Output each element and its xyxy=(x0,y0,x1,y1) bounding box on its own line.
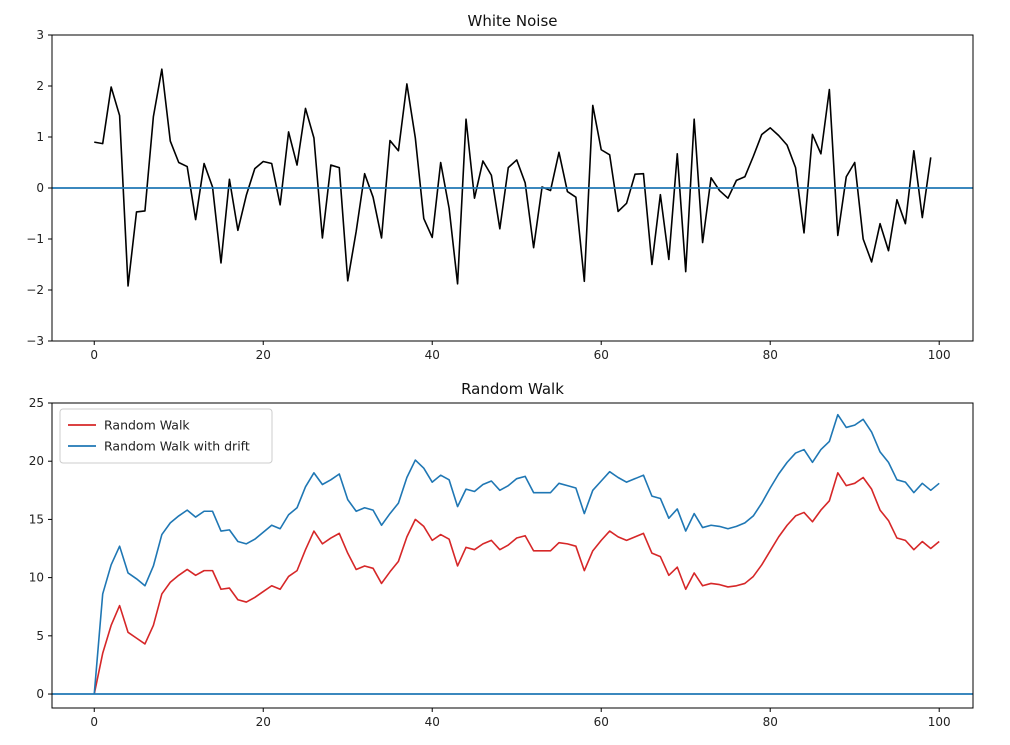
x-tick-label: 80 xyxy=(763,348,778,362)
x-tick-label: 60 xyxy=(594,715,609,729)
y-tick-label: 0 xyxy=(36,687,44,701)
y-tick-label: 3 xyxy=(36,28,44,42)
x-tick-label: 100 xyxy=(928,348,951,362)
y-tick-label: 10 xyxy=(29,571,44,585)
x-tick-label: 80 xyxy=(763,715,778,729)
x-tick-label: 0 xyxy=(90,715,98,729)
y-tick-label: 15 xyxy=(29,512,44,526)
legend: Random Walk Random Walk with drift xyxy=(59,408,273,464)
series-line-random-walk-with-drift xyxy=(93,413,940,695)
x-tick-label: 40 xyxy=(425,715,440,729)
chart-title: Random Walk xyxy=(461,380,564,398)
y-tick-label: 20 xyxy=(29,454,44,468)
legend-label: Random Walk with drift xyxy=(104,439,250,454)
x-tick-label: 40 xyxy=(425,348,440,362)
legend-box xyxy=(59,408,273,464)
white-noise-panel: White Noise 0 20 40 60 80 100 −3 −2 −1 0 1 2 3 xyxy=(26,12,974,362)
y-tick-label: −3 xyxy=(26,334,44,348)
y-tick-label: −1 xyxy=(26,232,44,246)
axes-frame xyxy=(51,402,974,709)
x-tick-label: 20 xyxy=(256,348,271,362)
x-tick-label: 100 xyxy=(928,715,951,729)
y-tick-label: 0 xyxy=(36,181,44,195)
x-tick-label: 60 xyxy=(594,348,609,362)
y-tick-label: 1 xyxy=(36,130,44,144)
series-line-white-noise xyxy=(94,68,932,287)
x-tick-label: 20 xyxy=(256,715,271,729)
x-tick-label: 0 xyxy=(90,348,98,362)
random-walk-panel: Random Walk 0 20 40 60 80 100 0 5 10 15 20 25 Random … xyxy=(29,380,974,729)
y-tick-label: 5 xyxy=(36,629,44,643)
y-tick-label: 2 xyxy=(36,79,44,93)
y-tick-label: −2 xyxy=(26,283,44,297)
legend-label: Random Walk xyxy=(104,418,190,433)
chart-title: White Noise xyxy=(468,12,558,30)
series-line-random-walk xyxy=(93,472,940,695)
y-tick-label: 25 xyxy=(29,396,44,410)
